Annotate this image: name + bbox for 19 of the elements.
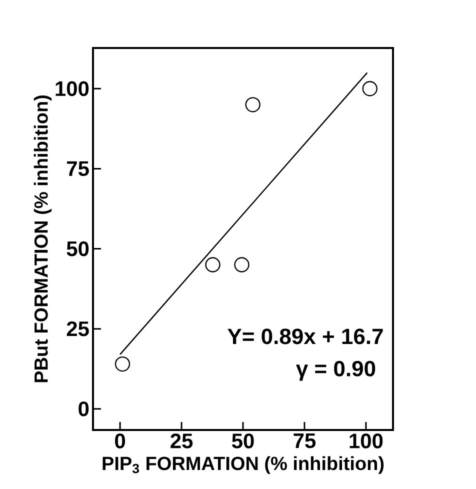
annotation: Y= 0.89x + 16.7 [228, 328, 383, 344]
x-tick-label: 100 [350, 434, 383, 448]
point [245, 97, 260, 112]
x-tick-label: 25 [170, 434, 193, 448]
y-tick-label: 25 [66, 321, 89, 336]
annotation: γ = 0.90 [296, 360, 376, 381]
y-tick-label: 50 [66, 241, 89, 256]
x-tick-label: 75 [294, 434, 316, 448]
point [114, 356, 130, 372]
y-tick-label: 0 [78, 401, 89, 416]
x-tick-label: 0 [115, 434, 126, 448]
x-tick-label: 50 [232, 434, 254, 448]
y-tick-label: 75 [67, 161, 89, 176]
y-tick-label: 100 [56, 81, 89, 96]
point [362, 81, 378, 96]
x-axis-title: PIP$_{3}$ FORMATION (% inhibition) [102, 456, 384, 474]
y-axis-title: PBut FORMATION (% inhibition) [34, 96, 52, 382]
point [234, 257, 250, 272]
point [205, 257, 220, 272]
